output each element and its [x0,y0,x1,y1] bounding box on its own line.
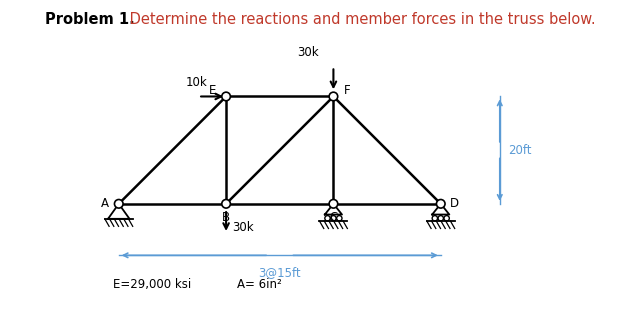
Text: 3@15ft: 3@15ft [259,266,301,279]
Text: D: D [450,197,460,210]
Text: E=29,000 ksi: E=29,000 ksi [113,278,191,291]
Text: A: A [101,197,109,210]
Text: B: B [222,211,230,224]
Text: 20ft: 20ft [508,144,532,157]
Text: F: F [344,84,351,96]
Text: Problem 1.: Problem 1. [45,12,134,27]
Circle shape [436,199,445,208]
Circle shape [222,92,230,101]
Circle shape [329,199,338,208]
Text: E: E [209,84,216,96]
Text: C: C [330,211,337,224]
Circle shape [115,199,123,208]
Text: 30k: 30k [232,221,254,234]
Circle shape [329,92,338,101]
Text: 30k: 30k [297,46,318,59]
Text: Determine the reactions and member forces in the truss below.: Determine the reactions and member force… [125,12,595,27]
Text: A= 6in²: A= 6in² [237,278,282,291]
Circle shape [222,199,230,208]
Text: 10k: 10k [186,76,207,89]
